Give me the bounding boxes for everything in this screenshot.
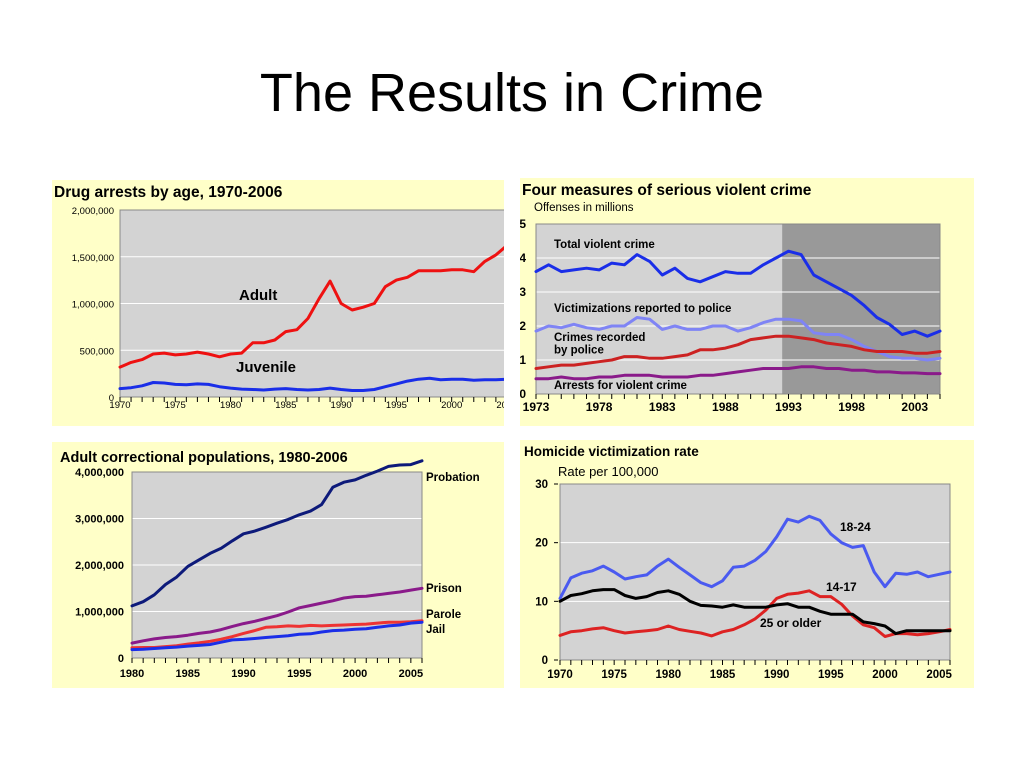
x-tick-label: 1978 — [586, 400, 613, 414]
x-tick-label: 1980 — [220, 400, 241, 411]
y-tick-label: 0 — [520, 387, 526, 401]
series-line-parole — [130, 619, 424, 650]
y-tick-label: 10 — [535, 596, 548, 608]
x-tick-label: 1990 — [764, 669, 790, 681]
series-label-prison: Prison — [426, 583, 462, 595]
series-line-crimes-recorded-by-police — [534, 334, 942, 370]
series-line-jail — [130, 620, 424, 652]
series-label-14-17: 14-17 — [826, 580, 857, 594]
y-tick-label: 20 — [535, 538, 548, 550]
violent-crime-panel: Four measures of serious violent crime Of… — [520, 178, 974, 426]
x-tick-label: 1980 — [120, 668, 144, 680]
series-label-crimes-recorded-by-police: Crimes recorded by police — [554, 332, 645, 357]
chart-title: Four measures of serious violent crime — [522, 182, 812, 199]
series-line-18-24 — [558, 514, 952, 600]
correctional-populations-chart: Adult correctional populations, 1980-200… — [60, 450, 480, 680]
series-label-probation: Probation — [426, 472, 480, 484]
series-line-14-17 — [558, 589, 952, 638]
x-tick-label: 1973 — [523, 400, 550, 414]
y-tick-label: 1,000,000 — [72, 300, 114, 311]
slide-title: The Results in Crime — [259, 63, 765, 123]
x-tick-label: 1975 — [601, 669, 627, 681]
y-tick-label: 1,500,000 — [72, 253, 114, 264]
y-tick-label: 4 — [520, 251, 526, 265]
y-tick-label: 2,000,000 — [75, 560, 124, 572]
x-tick-label: 1970 — [109, 400, 130, 411]
y-tick-label: 2 — [520, 319, 526, 333]
chart-subtitle: Rate per 100,000 — [558, 464, 658, 479]
x-tick-label: 1998 — [838, 400, 865, 414]
x-tick-label: 1980 — [656, 669, 682, 681]
series-line-probation — [130, 459, 424, 608]
x-tick-label: 1983 — [649, 400, 676, 414]
y-tick-label: 0 — [118, 653, 124, 665]
series-line-arrests-for-violent-crime — [534, 365, 942, 381]
y-tick-label: 3 — [520, 285, 526, 299]
x-tick-label: 1985 — [275, 400, 296, 411]
series-line-total-violent-crime — [534, 249, 942, 338]
drug-arrests-chart: Drug arrests by age, 1970-2006 0 500,000 1,… — [54, 184, 504, 411]
drug-arrests-panel: Drug arrests by age, 1970-2006 0 500,000 1,… — [52, 180, 504, 426]
series-label-total-violent-crime: Total violent crime — [554, 239, 655, 251]
shaded-region — [782, 224, 940, 394]
homicide-rate-panel: Homicide victimization rate Rate per 100,… — [520, 440, 974, 688]
chart-title: Homicide victimization rate — [524, 444, 699, 459]
x-tick-label: 1985 — [710, 669, 736, 681]
series-label-adult: Adult — [239, 287, 277, 304]
violent-crime-chart: Four measures of serious violent crime Of… — [520, 182, 942, 414]
x-tick-label: 2000 — [343, 668, 367, 680]
x-tick-label: 1990 — [331, 400, 352, 411]
x-tick-label: 2000 — [872, 669, 898, 681]
y-tick-label: 3,000,000 — [75, 514, 124, 526]
x-tick-label: 1970 — [547, 669, 573, 681]
y-tick-label: 30 — [535, 479, 548, 491]
x-tick-label: 1995 — [818, 669, 844, 681]
series-line-adult — [118, 246, 504, 369]
series-label-18-24: 18-24 — [840, 520, 871, 534]
y-tick-label: 0 — [109, 393, 114, 404]
series-label-arrests-for-violent-crime: Arrests for violent crime — [554, 380, 687, 392]
x-tick-label: 1990 — [231, 668, 255, 680]
x-tick-label: 2000 — [441, 400, 462, 411]
series-line-prison — [130, 586, 424, 645]
series-line-juvenile — [118, 376, 504, 392]
x-tick-label: 1985 — [176, 668, 200, 680]
x-tick-label: 1993 — [775, 400, 802, 414]
y-tick-label: 1,000,000 — [75, 607, 124, 619]
homicide-rate-chart: Homicide victimization rate Rate per 100,… — [524, 444, 953, 681]
y-tick-label: 5 — [520, 217, 526, 231]
plot-area — [560, 484, 950, 660]
x-tick-label: 2005 — [496, 400, 504, 411]
y-tick-label: 500,000 — [80, 346, 114, 357]
y-tick-label: 0 — [542, 655, 548, 667]
y-tick-label: 2,000,000 — [72, 206, 114, 217]
x-tick-label: 2005 — [399, 668, 423, 680]
series-label-25-or-older: 25 or older — [760, 616, 822, 630]
chart-subtitle: Offenses in millions — [534, 202, 634, 214]
x-tick-label: 2003 — [901, 400, 928, 414]
x-tick-label: 1995 — [386, 400, 407, 411]
series-line-25-or-older — [558, 588, 952, 636]
y-tick-label: 4,000,000 — [75, 467, 124, 479]
chart-title: Adult correctional populations, 1980-200… — [60, 450, 348, 466]
x-tick-label: 1988 — [712, 400, 739, 414]
y-tick-label: 1 — [520, 353, 526, 367]
x-tick-label: 1995 — [287, 668, 311, 680]
x-tick-label: 1975 — [165, 400, 186, 411]
series-label-juvenile: Juvenile — [236, 359, 296, 376]
x-tick-label: 2005 — [926, 669, 952, 681]
correctional-populations-panel: Adult correctional populations, 1980-200… — [52, 442, 504, 688]
series-label-victimizations-reported-to-police: Victimizations reported to police — [554, 303, 731, 315]
series-label-jail: Jail — [426, 624, 445, 636]
chart-title: Drug arrests by age, 1970-2006 — [54, 184, 283, 201]
series-label-parole: Parole — [426, 609, 461, 621]
